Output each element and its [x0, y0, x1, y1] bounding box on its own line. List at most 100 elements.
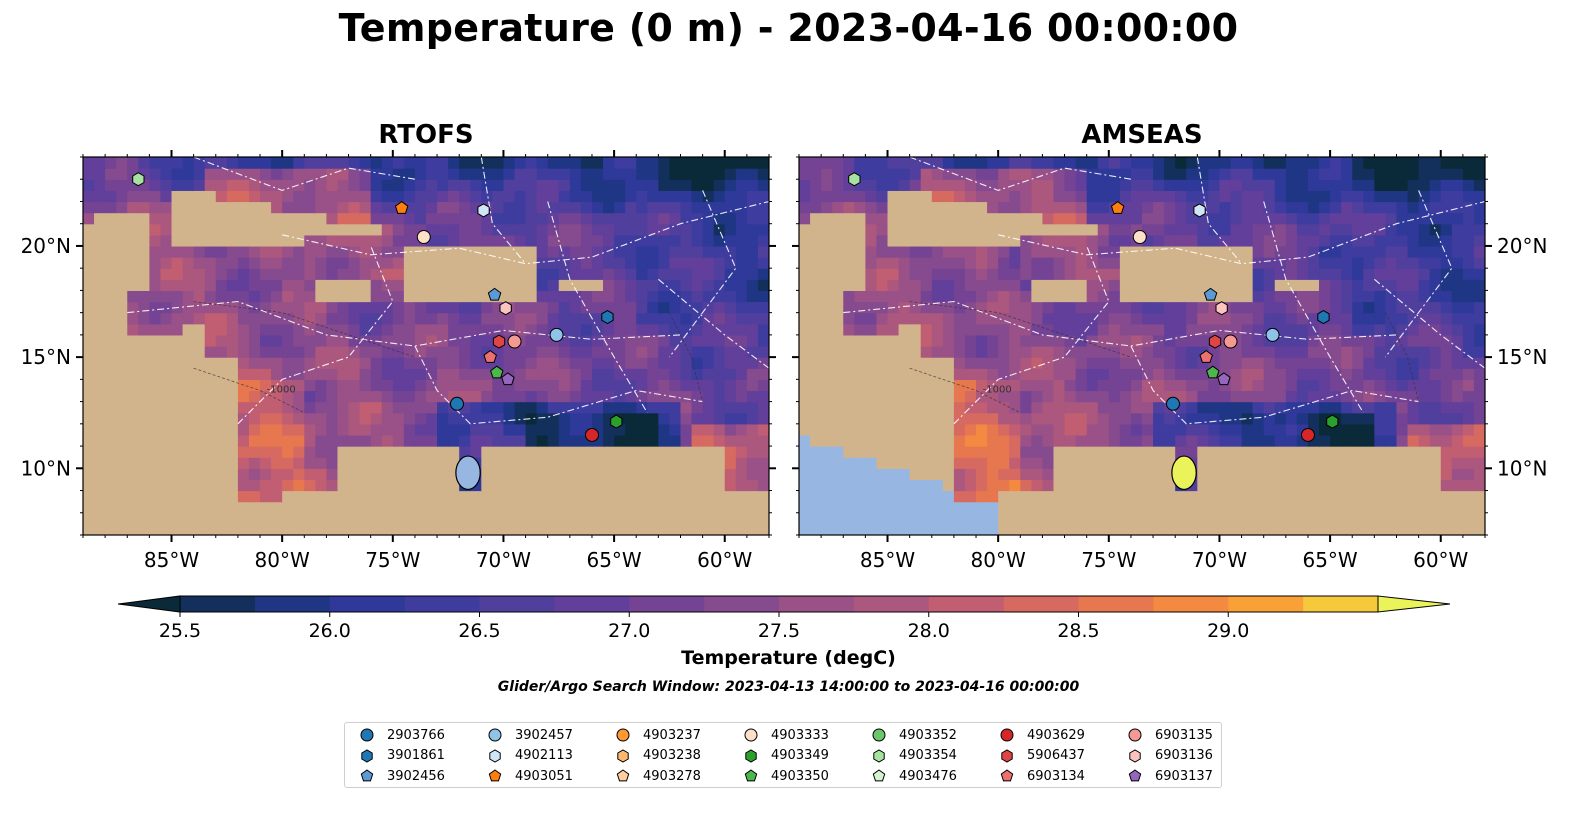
- sst-field: -1000: [83, 157, 769, 535]
- map-panel-rtofs: -1000 85°W 80°W 75°W 70°W 65°W 60°W 20°N 15°N 10°…: [21, 150, 776, 572]
- lon-tick-label: 70°W: [476, 548, 531, 572]
- legend-label: 4902113: [515, 748, 573, 763]
- legend-label: 4903352: [899, 727, 957, 743]
- legend-item: 4903629: [997, 725, 1085, 745]
- circle-marker-icon: [744, 728, 758, 742]
- map-ticks: [792, 150, 1492, 542]
- legend-marker-4903352: [872, 728, 886, 742]
- lon-tick-label: 60°W: [697, 548, 752, 572]
- bathymetry-contours: [193, 301, 703, 414]
- legend-marker-4903629: [1000, 728, 1014, 742]
- legend-item: 2903766: [357, 725, 445, 745]
- legend-item: 4903278: [613, 766, 701, 786]
- float-marker-6903137: [501, 372, 515, 386]
- lon-tick-label: 85°W: [144, 548, 199, 572]
- legend-label: 4903354: [899, 748, 957, 763]
- circle-marker-icon: [616, 728, 630, 742]
- circle-marker-icon: [1128, 728, 1142, 742]
- eez-boundaries: [843, 157, 1485, 425]
- lon-tick-label: 75°W: [365, 548, 420, 572]
- contour-label: -1000: [983, 385, 1012, 396]
- lat-tick-label: 15°N: [21, 345, 71, 369]
- temperature-colorbar: 25.5 26.0 26.5 27.0 27.5 28.0 28.5 29.0: [117, 595, 1451, 642]
- legend-marker-4903237: [616, 728, 630, 742]
- legend-label: 6903137: [1155, 768, 1213, 784]
- colorbar-extend-low: [117, 595, 181, 613]
- float-marker-4903354: [132, 172, 145, 187]
- hexagon-marker-icon: [361, 748, 373, 763]
- lat-tick-label: 20°N: [21, 234, 71, 258]
- float-marker-4903333: [1132, 230, 1147, 245]
- legend-marker-6903136: [1129, 748, 1141, 763]
- legend-marker-4902113: [489, 748, 501, 763]
- legend-marker-4903333: [744, 728, 758, 742]
- float-marker-3901861: [1317, 310, 1330, 325]
- colorbar-bin: [554, 596, 630, 612]
- legend-label: 4903349: [771, 748, 829, 763]
- colorbar-tick-label: 27.0: [608, 620, 650, 642]
- colorbar-tick-label: 26.0: [309, 620, 351, 642]
- colorbar-label: Temperature (degC): [681, 647, 896, 669]
- legend-item: 5906437: [997, 746, 1085, 766]
- hexagon-marker-icon: [1129, 748, 1141, 763]
- legend-label: 4903237: [643, 727, 701, 743]
- legend-item: 3902457: [485, 725, 573, 745]
- legend-label: 4903278: [643, 768, 701, 784]
- legend-marker-4903349: [745, 748, 757, 763]
- lon-tick-label: 75°W: [1081, 548, 1136, 572]
- lake-maracaibo: [455, 455, 481, 491]
- float-marker-3902456: [1203, 287, 1218, 301]
- colorbar-bin: [180, 596, 256, 612]
- float-marker-6903136: [499, 301, 512, 316]
- legend-marker-6903134: [1000, 769, 1014, 782]
- colorbar-tick-label: 25.5: [159, 620, 201, 642]
- lon-tick-label: 80°W: [971, 548, 1026, 572]
- lat-tick-label: 15°N: [1497, 345, 1547, 369]
- float-marker-6903134: [1199, 349, 1213, 363]
- circle-marker-icon: [872, 728, 886, 742]
- legend-item: 4903349: [741, 746, 829, 766]
- legend-label: 4903051: [515, 768, 573, 784]
- float-marker-5906437: [1208, 334, 1222, 349]
- legend-label: 2903766: [387, 727, 445, 743]
- panel-title-rtofs: RTOFS: [378, 120, 474, 150]
- legend-item: 4903333: [741, 725, 829, 745]
- legend-label: 3902456: [387, 768, 445, 784]
- colorbar-bin: [779, 596, 855, 612]
- lon-tick-label: 65°W: [586, 548, 641, 572]
- legend-marker-4903051: [488, 769, 502, 782]
- colorbar-extend-high: [1377, 595, 1451, 613]
- float-marker-6903136: [1215, 301, 1228, 316]
- map-panel-amseas: -1000 85°W 80°W 75°W 70°W 65°W 60°W 20°N 15°N 10°…: [792, 150, 1547, 572]
- float-marker-3902457: [549, 327, 564, 342]
- lon-tick-label: 80°W: [255, 548, 310, 572]
- float-marker-4903333: [416, 230, 431, 245]
- lon-tick-label: 70°W: [1192, 548, 1247, 572]
- legend-marker-4903350: [744, 769, 758, 782]
- lat-tick-label: 10°N: [1497, 456, 1547, 480]
- legend-item: 6903136: [1125, 746, 1213, 766]
- float-marker-4902113: [477, 203, 490, 218]
- float-marker-2903766: [449, 396, 464, 411]
- colorbar-bin: [479, 596, 555, 612]
- float-marker-6903137: [1217, 372, 1231, 386]
- float-marker-6903135: [1223, 334, 1238, 349]
- colorbar-bin: [254, 596, 331, 612]
- float-marker-4903051: [394, 200, 409, 214]
- legend-item: 4903354: [869, 746, 957, 766]
- pentagon-marker-icon: [488, 769, 502, 782]
- legend-item: 4902113: [485, 746, 573, 766]
- map-frame: [82, 156, 770, 536]
- float-marker-3901861: [601, 310, 614, 325]
- colorbar-bin: [853, 596, 930, 612]
- hexagon-marker-icon: [617, 748, 629, 763]
- legend-label: 4903629: [1027, 727, 1085, 743]
- pentagon-marker-icon: [360, 769, 374, 782]
- legend-marker-3902456: [360, 769, 374, 782]
- float-marker-4903349: [1326, 414, 1339, 429]
- sst-field: -1000: [799, 157, 1485, 535]
- legend-item: 3902456: [357, 766, 445, 786]
- legend-label: 6903135: [1155, 727, 1213, 743]
- colorbar-bin: [629, 596, 705, 612]
- hexagon-marker-icon: [1001, 748, 1013, 763]
